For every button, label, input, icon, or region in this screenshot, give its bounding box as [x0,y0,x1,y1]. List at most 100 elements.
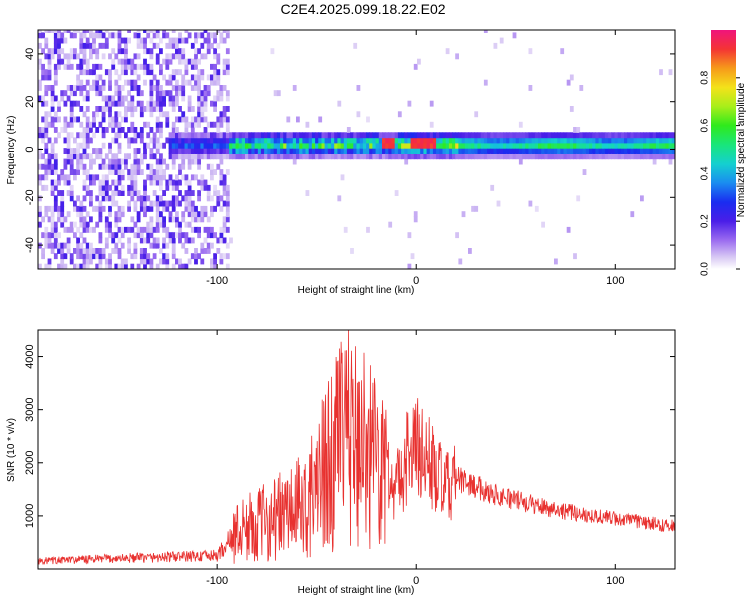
spectrogram-cell [171,74,176,81]
spectrogram-cell [372,132,377,139]
spectrogram-cell [404,158,409,165]
spectrogram-cell [458,142,463,149]
spectrogram-cell [375,142,380,149]
spectrogram-cell [222,190,227,196]
spectrogram-cell [187,237,192,244]
spectrogram-cell [426,132,431,139]
spectrogram-cell [213,205,217,212]
spectrogram-cell [175,69,179,76]
spectrogram-cell [89,195,93,202]
spectrogram-cell [66,85,71,91]
spectrogram-cell [168,58,173,65]
spectrogram-cell [50,242,55,249]
spectrogram-cell [89,85,93,91]
spectrogram-cell [155,58,160,65]
spectrogram-cell [184,132,189,139]
spectrogram-cell [178,232,182,239]
spectrogram-cell [139,226,144,233]
spectrogram-cell [401,153,405,160]
spectrogram-cell [82,53,87,60]
spectrogram-cell [159,142,163,149]
spectrogram-cell [85,226,90,233]
spectrogram-cell [200,142,205,149]
spectrogram-cell [493,153,498,160]
spectrogram-cell [550,142,555,149]
spectrogram-cell [120,37,125,44]
spectrogram-cell [89,163,93,170]
spectrogram-cell [241,137,246,144]
spectrogram-cell [44,116,49,123]
spectrogram-cell [155,30,160,33]
spectrogram-cell [101,95,106,102]
spectrogram-cell [171,95,176,102]
spectrogram-cell [219,132,224,139]
spectrogram-cell [114,211,119,218]
spectrogram-cell [168,153,173,160]
spectrogram-cell [222,142,227,149]
spectrogram-cell [69,153,74,160]
spectrogram-cell [146,142,151,149]
spectrogram-cell [614,132,619,139]
spectrogram-cell [213,184,217,191]
spectrogram-cell [197,32,201,39]
spectrogram-cell [340,137,345,144]
spectrogram-cell [595,142,600,149]
spectrogram-cell [108,106,112,112]
spectrogram-cell [477,137,482,144]
spectrogram-cell [139,111,144,118]
spectrogram-cell [127,153,131,160]
spectrogram-cell [197,195,201,202]
y-tick-label: 4000 [24,344,36,368]
spectrogram-cell [117,148,122,154]
spectrogram-cell [541,221,545,228]
spectrogram-cell [554,153,558,160]
spectrogram-cell [159,174,163,181]
spectrogram-cell [152,242,157,249]
spectrogram-cell [175,153,179,160]
spectrogram-cell [69,116,74,123]
spectrogram-cell [82,137,87,144]
spectrogram-cell [550,153,555,160]
spectrogram-cell [210,226,214,233]
spectrogram-cell [53,205,58,212]
spectrogram-cell [143,30,147,33]
spectrogram-cell [76,116,80,123]
spectrogram-cell [73,169,77,175]
spectrogram-cell [117,205,122,212]
spectrogram-cell [50,30,55,33]
spectrogram-cell [238,148,243,154]
spectrogram-cell [216,195,221,202]
spectrogram-cell [82,258,87,265]
spectrogram-x-ticks: -100 0 100 [206,30,624,287]
spectrogram-cell [471,137,475,144]
spectrogram-cell [124,132,128,139]
spectrogram-cell [108,142,112,149]
spectrogram-cell [197,216,201,223]
spectrogram-cell [362,153,367,160]
spectrogram-cell [385,153,389,160]
spectrogram-cell [178,153,182,160]
spectrogram-cell [248,137,252,144]
spectrogram-cell [181,174,186,181]
spectrogram-cell [69,169,74,175]
spectrogram-cell [391,148,396,154]
spectrogram-cell [165,226,170,233]
spectrogram-cell [394,142,399,149]
spectrogram-cell [267,132,272,139]
spectrogram-cell [53,30,58,33]
spectrogram-cell [337,148,342,154]
spectrogram-cell [397,132,402,139]
spectrogram-cell [171,37,176,44]
spectrogram-cell [143,184,147,191]
spectrogram-cell [146,174,151,181]
spectrogram-cell [175,85,179,91]
spectrogram-cell [178,263,182,269]
spectrogram-cell [522,148,526,154]
spectrogram-cell [531,132,536,139]
spectrogram-cell [44,42,49,49]
spectrogram-cell [124,263,128,269]
spectrogram-cell [620,137,625,144]
spectrogram-cell [471,148,475,154]
spectrogram-cell [213,106,217,112]
